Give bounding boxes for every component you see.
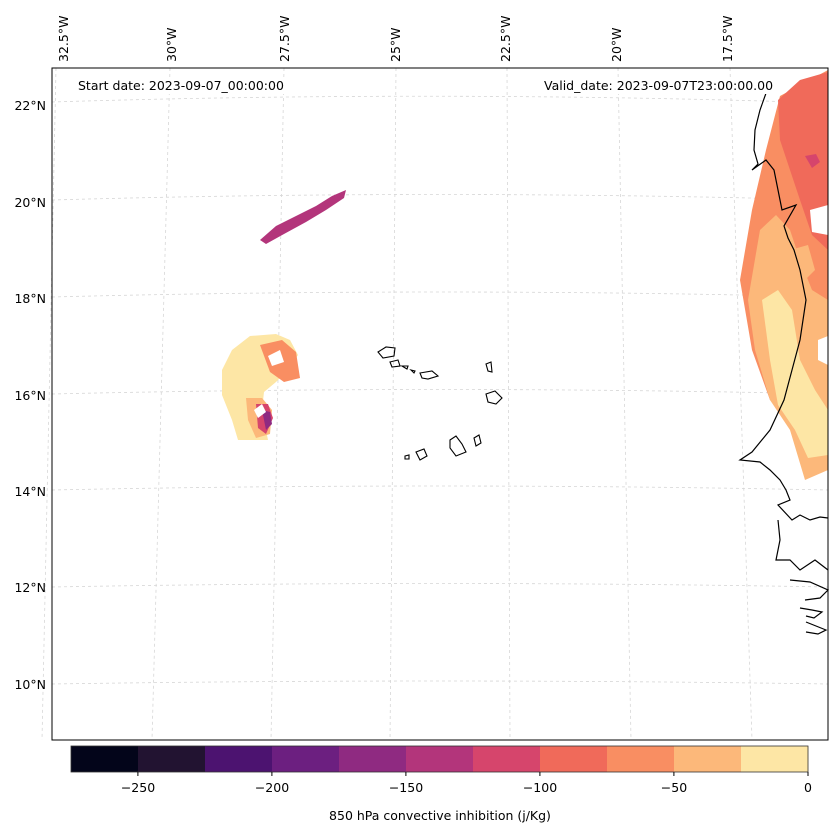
colorbar-swatch	[473, 746, 541, 772]
colorbar-tick-label: −200	[254, 780, 290, 795]
colorbar-title: 850 hPa convective inhibition (j/Kg)	[329, 808, 551, 823]
colorbar-swatch	[272, 746, 340, 772]
colorbar	[71, 746, 809, 772]
colorbar-swatch	[339, 746, 407, 772]
colorbar-tick-label: −150	[388, 780, 424, 795]
lon-label: 27.5°W	[277, 16, 292, 62]
colorbar-swatch	[138, 746, 206, 772]
valid-date-label: Valid_date: 2023-09-07T23:00:00.00	[538, 77, 780, 94]
colorbar-tick-label: 0	[804, 780, 812, 795]
lat-label: 14°N	[14, 484, 46, 499]
colorbar-swatch	[607, 746, 675, 772]
lon-label: 17.5°W	[720, 16, 735, 62]
lat-label: 18°N	[14, 291, 46, 306]
lon-label: 30°W	[164, 27, 179, 62]
lon-label: 32.5°W	[56, 16, 71, 62]
contour-fill-africa	[740, 70, 828, 480]
latitude-labels: 22°N 20°N 18°N 16°N 14°N 12°N 10°N	[14, 98, 46, 692]
colorbar-frame	[70, 745, 809, 773]
colorbar-swatch	[205, 746, 273, 772]
colorbar-swatch	[674, 746, 742, 772]
lat-label: 16°N	[14, 388, 46, 403]
colorbar-tick-label: −50	[660, 780, 688, 795]
colorbar-swatch	[406, 746, 474, 772]
longitude-labels: 32.5°W 30°W 27.5°W 25°W 22.5°W 20°W 17.5…	[56, 16, 735, 62]
lon-label: 25°W	[388, 27, 403, 62]
contour-fill-west	[222, 190, 346, 440]
colorbar-swatch	[71, 746, 139, 772]
lat-label: 22°N	[14, 98, 46, 113]
map-frame	[51, 67, 829, 741]
lat-label: 20°N	[14, 195, 46, 210]
cape-verde-islands	[377, 346, 503, 461]
lon-label: 20°W	[609, 27, 624, 62]
colorbar-swatch	[540, 746, 608, 772]
lat-label: 10°N	[14, 677, 46, 692]
gridlines	[41, 67, 829, 741]
start-date-label: Start date: 2023-09-07_00:00:00	[72, 77, 290, 94]
lat-label: 12°N	[14, 580, 46, 595]
lon-label: 22.5°W	[498, 16, 513, 62]
colorbar-swatch	[741, 746, 809, 772]
colorbar-tick-label: −250	[120, 780, 156, 795]
colorbar-tick-label: −100	[522, 780, 558, 795]
colorbar-ticks	[137, 772, 809, 776]
